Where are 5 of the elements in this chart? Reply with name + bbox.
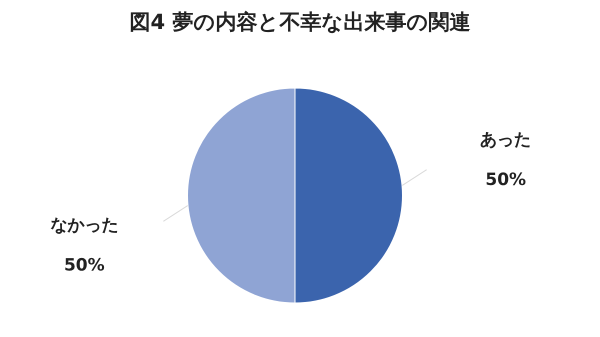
chart-title: 図4 夢の内容と不幸な出来事の関連 [128,9,472,36]
data-label: 50% [64,256,105,276]
slice-label: なかった [50,216,118,236]
slice-label: あった [480,130,532,150]
data-label: 50% [485,170,526,190]
